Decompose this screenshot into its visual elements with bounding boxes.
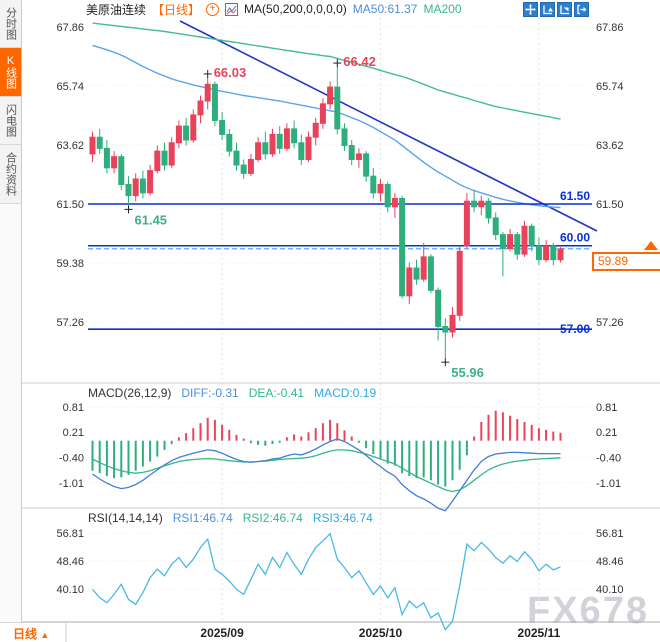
svg-text:2025/09: 2025/09 [200, 626, 244, 640]
sidebar-tab-kline[interactable]: K线图 [0, 48, 21, 97]
macd-diff-value: DIFF:-0.31 [181, 386, 239, 400]
svg-text:0.81: 0.81 [596, 402, 617, 414]
rsi1-value: RSI1:46.74 [172, 511, 233, 525]
svg-text:61.50: 61.50 [560, 189, 590, 203]
axis-zoom-in-icon[interactable] [540, 2, 555, 17]
rsi-header: RSI(14,14,14) RSI1:46.74 RSI2:46.74 RSI3… [88, 511, 373, 525]
svg-text:2025/10: 2025/10 [359, 626, 403, 640]
svg-text:66.42: 66.42 [343, 54, 376, 69]
svg-text:57.26: 57.26 [56, 317, 84, 329]
sidebar: 分时图 K线图 闪电图 合约资料 [0, 0, 22, 622]
svg-text:63.62: 63.62 [56, 140, 84, 152]
svg-text:61.50: 61.50 [596, 199, 624, 211]
svg-text:0.21: 0.21 [596, 427, 617, 439]
svg-text:57.26: 57.26 [596, 317, 624, 329]
sidebar-tab-timeshare[interactable]: 分时图 [0, 0, 21, 48]
rsi2-value: RSI2:46.74 [242, 511, 303, 525]
svg-text:56.81: 56.81 [596, 528, 624, 540]
svg-text:2025/11: 2025/11 [518, 626, 561, 640]
svg-text:61.45: 61.45 [135, 212, 168, 227]
svg-text:-0.40: -0.40 [59, 452, 84, 464]
axis-zoom-out-icon[interactable] [557, 2, 572, 17]
period-tag: 【日线】 [152, 2, 201, 17]
chart-header: 美原油连续 【日线】 + MA(50,200,0,0,0,0) MA50:61.… [86, 1, 462, 17]
svg-text:67.86: 67.86 [596, 22, 624, 34]
macd-dea-value: DEA:-0.41 [248, 386, 305, 400]
crosshair-move-icon[interactable] [523, 2, 538, 17]
add-indicator-icon[interactable]: + [206, 2, 220, 16]
symbol-name: 美原油连续 [86, 2, 147, 17]
sidebar-tab-lightning[interactable]: 闪电图 [0, 97, 21, 145]
ma50-value-label: MA50:61.37 [352, 2, 418, 16]
svg-text:65.74: 65.74 [596, 81, 624, 93]
macd-params-label: MACD(26,12,9) [88, 386, 172, 400]
svg-text:40.10: 40.10 [56, 584, 84, 596]
macd-macd-value: MACD:0.19 [314, 386, 377, 400]
rsi-params-label: RSI(14,14,14) [88, 511, 163, 525]
period-dropdown[interactable]: 日线 ▲ [13, 625, 49, 642]
dropdown-up-arrow-icon: ▲ [40, 630, 50, 640]
sidebar-tab-contract-info[interactable]: 合约资料 [0, 145, 21, 204]
svg-text:48.46: 48.46 [596, 556, 624, 568]
ma200-label: MA200 [423, 2, 462, 16]
rsi3-value: RSI3:46.74 [312, 511, 373, 525]
svg-text:-0.40: -0.40 [596, 452, 621, 464]
svg-text:67.86: 67.86 [56, 22, 84, 34]
watermark: FX678 [527, 590, 649, 632]
ma-settings-label: MA(50,200,0,0,0,0) [244, 2, 347, 16]
svg-text:65.74: 65.74 [56, 81, 84, 93]
current-price-box: 59.89 [592, 252, 660, 271]
svg-text:-1.01: -1.01 [596, 478, 621, 490]
svg-text:0.81: 0.81 [63, 402, 84, 414]
period-dropdown-label: 日线 [13, 627, 38, 641]
price-up-arrow-icon [644, 241, 658, 250]
exit-icon[interactable] [574, 2, 589, 17]
macd-header: MACD(26,12,9) DIFF:-0.31 DEA:-0.41 MACD:… [88, 386, 376, 400]
chart-style-icon[interactable] [225, 2, 239, 16]
svg-text:60.00: 60.00 [560, 231, 590, 245]
svg-text:59.38: 59.38 [56, 258, 84, 270]
svg-text:61.50: 61.50 [56, 199, 84, 211]
svg-text:57.00: 57.00 [560, 322, 590, 336]
svg-text:63.62: 63.62 [596, 140, 624, 152]
svg-text:-1.01: -1.01 [59, 478, 84, 490]
svg-text:66.03: 66.03 [214, 65, 247, 80]
svg-text:48.46: 48.46 [56, 556, 84, 568]
chart-toolbar [523, 2, 589, 17]
svg-text:55.96: 55.96 [451, 365, 484, 380]
svg-text:56.81: 56.81 [56, 528, 84, 540]
svg-text:40.10: 40.10 [596, 584, 624, 596]
svg-text:0.21: 0.21 [63, 427, 84, 439]
